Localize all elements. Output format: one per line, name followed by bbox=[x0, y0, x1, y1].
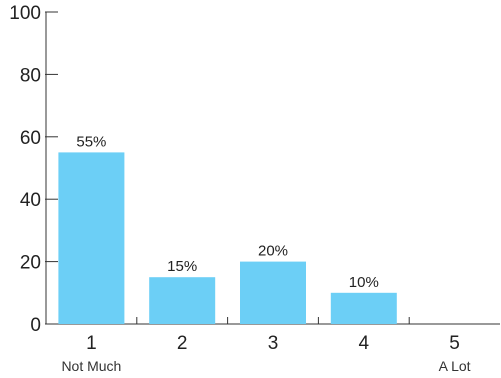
bar-data-label: 15% bbox=[167, 258, 197, 275]
x-tick-label: 1 bbox=[86, 333, 97, 354]
x-category-sublabel: A Lot bbox=[439, 358, 471, 374]
y-tick-label: 40 bbox=[20, 190, 41, 211]
x-category-sublabel: Not Much bbox=[61, 358, 121, 374]
y-tick-label: 60 bbox=[20, 128, 41, 149]
bars bbox=[58, 152, 397, 324]
y-tick-label: 0 bbox=[30, 315, 41, 336]
bar bbox=[149, 277, 216, 324]
bar bbox=[240, 261, 306, 324]
x-tick-label: 2 bbox=[177, 333, 188, 354]
data-labels: 55% 15% 20% 10% bbox=[76, 133, 378, 290]
x-tick-label: 3 bbox=[268, 333, 279, 354]
bar bbox=[58, 152, 125, 324]
bar-data-label: 10% bbox=[349, 274, 379, 291]
x-axis: 1 Not Much 2 3 4 5 A Lot bbox=[46, 317, 500, 374]
bar bbox=[330, 292, 397, 324]
y-tick-label: 20 bbox=[20, 253, 41, 274]
y-tick-label: 100 bbox=[9, 3, 41, 24]
y-tick-label: 80 bbox=[20, 65, 41, 86]
y-axis: 0 20 40 60 80 100 bbox=[9, 3, 58, 336]
bar-data-label: 20% bbox=[258, 243, 288, 260]
x-tick-label: 5 bbox=[449, 333, 460, 354]
bar-data-label: 55% bbox=[76, 133, 106, 150]
x-tick-label: 4 bbox=[359, 333, 370, 354]
